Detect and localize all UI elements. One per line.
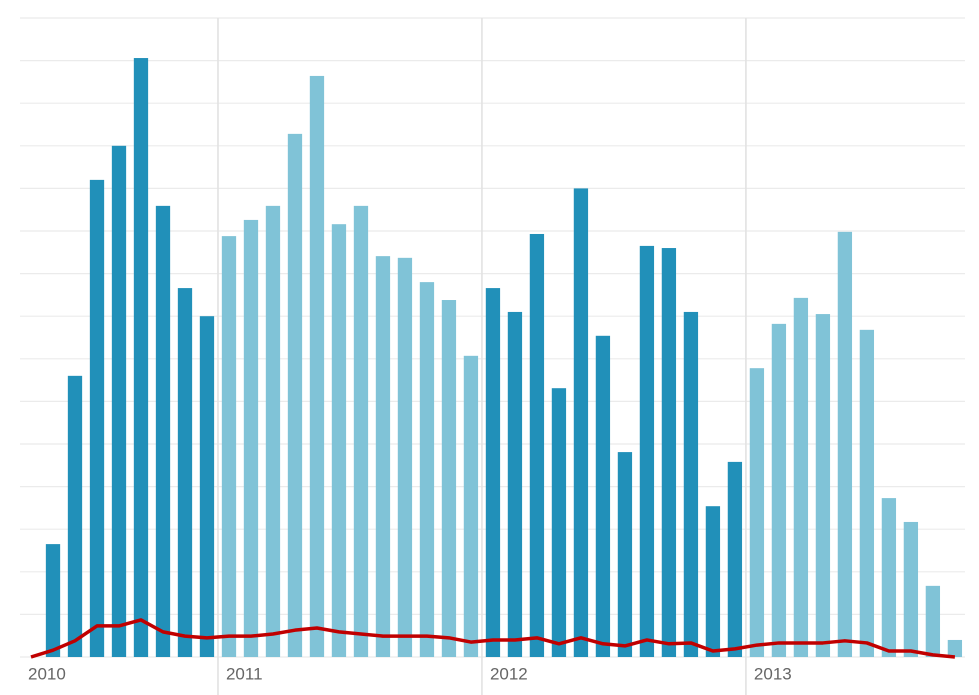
bar — [683, 311, 699, 657]
bar — [221, 236, 237, 657]
bar — [397, 257, 413, 657]
x-tick-label: 2012 — [490, 664, 528, 683]
bar — [661, 248, 677, 658]
bar — [793, 297, 809, 657]
bar — [573, 188, 589, 657]
bar — [441, 300, 457, 657]
bar — [485, 288, 501, 657]
bar — [771, 323, 787, 657]
bar — [111, 145, 127, 658]
bar — [155, 205, 171, 657]
bar — [705, 506, 721, 657]
bar — [859, 329, 875, 657]
bar — [749, 368, 765, 657]
x-tick-label: 2013 — [754, 664, 792, 683]
bar — [353, 205, 369, 657]
bar — [947, 639, 963, 657]
bar — [375, 256, 391, 657]
bar — [133, 58, 149, 657]
bar — [925, 585, 941, 657]
bar — [639, 245, 655, 657]
bar — [881, 498, 897, 657]
bar — [551, 388, 567, 657]
bar — [67, 375, 83, 657]
bar — [309, 75, 325, 658]
x-tick-label: 2010 — [28, 664, 66, 683]
bar — [265, 205, 281, 657]
bar — [727, 461, 743, 657]
bar — [287, 133, 303, 657]
bar — [199, 316, 215, 657]
x-tick-label: 2011 — [226, 664, 263, 683]
bar — [45, 544, 61, 657]
bar — [463, 355, 479, 657]
bar — [529, 233, 545, 657]
bar — [419, 282, 435, 657]
bar — [331, 224, 347, 657]
bar — [837, 231, 853, 658]
bar — [903, 521, 919, 657]
bar — [595, 335, 611, 657]
bar — [243, 219, 259, 657]
bar — [89, 179, 105, 657]
bar — [507, 311, 523, 657]
line — [30, 618, 956, 659]
bar — [177, 288, 193, 657]
bar — [815, 314, 831, 657]
bar — [617, 452, 633, 657]
